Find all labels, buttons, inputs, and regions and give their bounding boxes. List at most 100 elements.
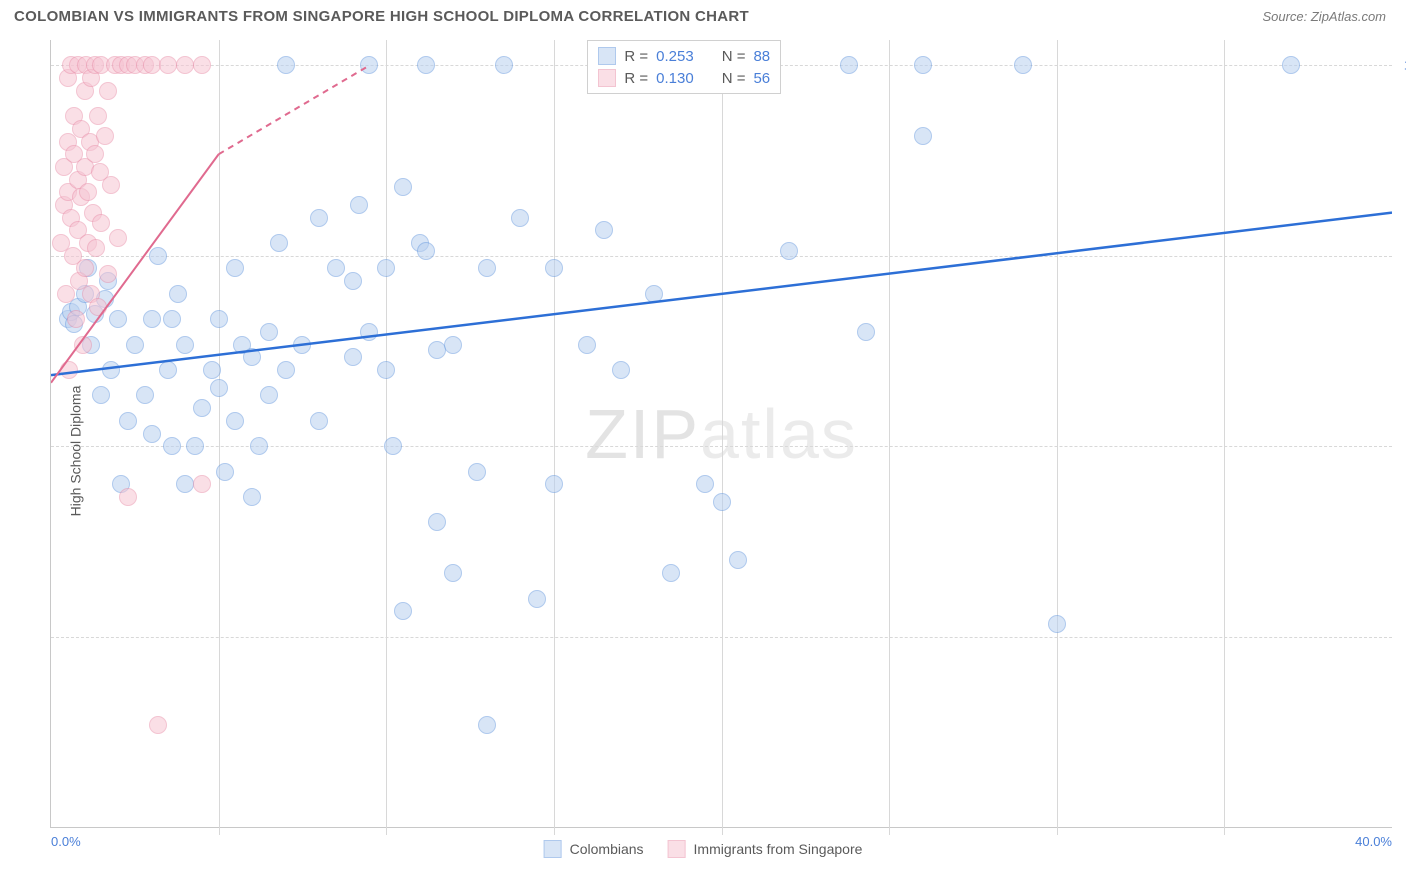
y-tick-label: 92.5% xyxy=(1398,248,1406,263)
data-point xyxy=(310,209,328,227)
data-point xyxy=(243,488,261,506)
legend-n-label: N = xyxy=(722,70,746,87)
legend-n-label: N = xyxy=(722,48,746,65)
data-point xyxy=(159,361,177,379)
data-point xyxy=(169,285,187,303)
data-point xyxy=(102,361,120,379)
legend-n-value: 56 xyxy=(753,70,770,87)
data-point xyxy=(344,272,362,290)
data-point xyxy=(1048,615,1066,633)
data-point xyxy=(384,437,402,455)
data-point xyxy=(99,82,117,100)
plot-area: ZIPatlas 77.5%85.0%92.5%100.0%0.0%40.0%R… xyxy=(50,40,1392,828)
data-point xyxy=(149,716,167,734)
data-point xyxy=(193,399,211,417)
data-point xyxy=(60,361,78,379)
data-point xyxy=(109,229,127,247)
data-point xyxy=(67,310,85,328)
data-point xyxy=(495,56,513,74)
data-point xyxy=(193,56,211,74)
data-point xyxy=(260,386,278,404)
data-point xyxy=(270,234,288,252)
data-point xyxy=(136,386,154,404)
data-point xyxy=(377,259,395,277)
data-point xyxy=(344,348,362,366)
data-point xyxy=(76,259,94,277)
y-tick-label: 77.5% xyxy=(1398,629,1406,644)
data-point xyxy=(87,239,105,257)
x-tick-label: 0.0% xyxy=(51,834,81,849)
data-point xyxy=(545,259,563,277)
data-point xyxy=(210,310,228,328)
data-point xyxy=(277,56,295,74)
data-point xyxy=(350,196,368,214)
data-point xyxy=(86,145,104,163)
data-point xyxy=(102,176,120,194)
gridline-vertical xyxy=(554,40,555,835)
data-point xyxy=(89,298,107,316)
data-point xyxy=(444,336,462,354)
data-point xyxy=(210,379,228,397)
data-point xyxy=(176,336,194,354)
legend-swatch xyxy=(598,69,616,87)
data-point xyxy=(143,56,161,74)
data-point xyxy=(914,127,932,145)
legend-stat-row: R = 0.130N = 56 xyxy=(598,67,770,89)
data-point xyxy=(478,716,496,734)
data-point xyxy=(428,513,446,531)
data-point xyxy=(126,336,144,354)
data-point xyxy=(1014,56,1032,74)
data-point xyxy=(914,56,932,74)
data-point xyxy=(250,437,268,455)
legend-stat-row: R = 0.253N = 88 xyxy=(598,45,770,67)
gridline-vertical xyxy=(386,40,387,835)
data-point xyxy=(662,564,680,582)
data-point xyxy=(360,323,378,341)
data-point xyxy=(780,242,798,260)
data-point xyxy=(74,336,92,354)
chart-container: High School Diploma ZIPatlas 77.5%85.0%9… xyxy=(14,40,1392,862)
legend-stats: R = 0.253N = 88R = 0.130N = 56 xyxy=(587,40,781,94)
legend-series-name: Colombians xyxy=(570,841,644,857)
gridline-vertical xyxy=(889,40,890,835)
data-point xyxy=(159,56,177,74)
data-point xyxy=(143,310,161,328)
data-point xyxy=(176,56,194,74)
data-point xyxy=(277,361,295,379)
data-point xyxy=(216,463,234,481)
data-point xyxy=(394,178,412,196)
data-point xyxy=(119,412,137,430)
data-point xyxy=(696,475,714,493)
data-point xyxy=(163,310,181,328)
data-point xyxy=(143,425,161,443)
data-point xyxy=(310,412,328,430)
gridline-vertical xyxy=(722,40,723,835)
data-point xyxy=(149,247,167,265)
legend-item: Colombians xyxy=(544,840,644,858)
data-point xyxy=(193,475,211,493)
data-point xyxy=(377,361,395,379)
data-point xyxy=(840,56,858,74)
gridline-vertical xyxy=(1057,40,1058,835)
data-point xyxy=(713,493,731,511)
legend-r-value: 0.130 xyxy=(656,70,694,87)
gridline-vertical xyxy=(1224,40,1225,835)
chart-title: COLOMBIAN VS IMMIGRANTS FROM SINGAPORE H… xyxy=(14,8,749,25)
data-point xyxy=(545,475,563,493)
data-point xyxy=(119,488,137,506)
data-point xyxy=(176,475,194,493)
data-point xyxy=(327,259,345,277)
data-point xyxy=(394,602,412,620)
data-point xyxy=(612,361,630,379)
legend-r-value: 0.253 xyxy=(656,48,694,65)
x-tick-label: 40.0% xyxy=(1355,834,1392,849)
data-point xyxy=(92,386,110,404)
y-tick-label: 100.0% xyxy=(1398,58,1406,73)
data-point xyxy=(79,183,97,201)
legend-swatch xyxy=(544,840,562,858)
data-point xyxy=(478,259,496,277)
legend-series-name: Immigrants from Singapore xyxy=(694,841,863,857)
data-point xyxy=(417,242,435,260)
data-point xyxy=(360,56,378,74)
data-point xyxy=(857,323,875,341)
